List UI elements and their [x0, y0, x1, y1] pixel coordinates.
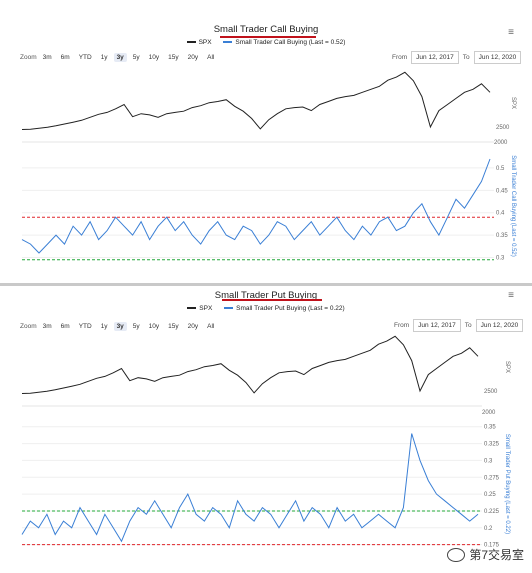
watermark-text: 第7交易室: [469, 548, 524, 562]
to-date-input[interactable]: Jun 12, 2020: [473, 51, 522, 64]
title-underline: [220, 36, 316, 38]
axis-label: SPX: [510, 97, 516, 109]
zoom-button-3y[interactable]: 3y: [113, 322, 127, 331]
call-buying-chart-panel: Small Trader Call Buying ≡ SPX Small Tra…: [0, 0, 532, 283]
tick-label: 2000: [494, 140, 508, 146]
date-range: From Jun 12, 2017 To Jun 12, 2020: [394, 319, 524, 332]
zoom-label: Zoom: [20, 323, 37, 330]
legend-swatch: [223, 41, 233, 43]
tick-label: 0.45: [496, 188, 508, 194]
legend-swatch: [187, 307, 197, 309]
zoom-button-10y[interactable]: 10y: [148, 54, 160, 61]
from-label: From: [394, 322, 410, 329]
call-buying-plot: 2500 SPX 2000 0.5 0.45 0.4 0.35 0.3 Small Trader…: [21, 71, 516, 262]
legend-swatch: [224, 307, 234, 309]
chart-title: Small Trader Call Buying: [213, 24, 319, 35]
tick-label: 0.3: [484, 458, 493, 464]
zoom-button-1y[interactable]: 1y: [100, 54, 108, 61]
from-date-input[interactable]: Jun 12, 2017: [411, 51, 459, 64]
zoom-button-3m[interactable]: 3m: [42, 54, 52, 61]
series-line: [21, 433, 479, 543]
tick-label: 2500: [496, 125, 510, 131]
to-label: To: [464, 322, 472, 329]
legend-item-spx[interactable]: SPX: [186, 38, 212, 46]
legend-item-spx[interactable]: SPX: [187, 305, 212, 312]
zoom-button-15y[interactable]: 15y: [168, 323, 179, 330]
zoom-button-all[interactable]: All: [207, 323, 215, 330]
tick-label: 0.35: [484, 425, 496, 431]
wechat-icon: [447, 547, 466, 562]
zoom-button-ytd[interactable]: YTD: [78, 54, 92, 61]
legend-label: Small Trader Call Buying (Last = 0.52): [235, 38, 346, 46]
spx-line: [21, 71, 491, 130]
legend-label: SPX: [198, 38, 212, 46]
tick-label: 0.275: [484, 475, 500, 481]
zoom-button-ytd[interactable]: YTD: [78, 323, 92, 330]
zoom-button-all[interactable]: All: [207, 54, 215, 61]
zoom-button-15y[interactable]: 15y: [168, 54, 179, 61]
tick-label: 0.4: [496, 211, 505, 217]
tick-label: 0.325: [484, 442, 500, 448]
hamburger-menu-icon[interactable]: ≡: [508, 27, 514, 38]
date-range: From Jun 12, 2017 To Jun 12, 2020: [392, 51, 522, 64]
zoom-label: Zoom: [20, 54, 37, 61]
hamburger-menu-icon[interactable]: ≡: [508, 290, 514, 301]
legend-label: SPX: [199, 304, 213, 312]
chart-legend: SPX Small Trader Call Buying (Last = 0.5…: [0, 38, 532, 46]
put-buying-chart-panel: Small Trader Put Buying ≡ SPX Small Trad…: [0, 286, 532, 573]
zoom-button-1y[interactable]: 1y: [100, 323, 108, 330]
tick-label: 0.175: [484, 543, 500, 549]
legend-label: Small Trader Put Buying (Last = 0.22): [236, 304, 345, 312]
axis-label: Small Trader Call Buying (Last = 0.52): [510, 155, 516, 257]
zoom-button-6m[interactable]: 6m: [60, 323, 70, 330]
tick-label: 0.25: [484, 492, 496, 498]
zoom-button-20y[interactable]: 20y: [187, 323, 199, 330]
zoom-button-10y[interactable]: 10y: [148, 323, 160, 330]
tick-label: 2500: [484, 389, 498, 395]
tick-label: 0.3: [496, 256, 505, 262]
tick-label: 0.5: [496, 166, 505, 172]
from-label: From: [392, 54, 408, 61]
to-date-input[interactable]: Jun 12, 2020: [475, 319, 524, 332]
tick-label: 0.2: [484, 526, 493, 532]
zoom-selector: Zoom 3m 6m YTD 1y 3y 5y 10y 15y 20y All: [20, 322, 217, 331]
zoom-button-3m[interactable]: 3m: [42, 323, 52, 330]
axis-label: Small Trader Put Buying (Last = 0.22): [504, 434, 510, 534]
legend-item-series[interactable]: Small Trader Call Buying (Last = 0.52): [223, 39, 345, 46]
legend-item-series[interactable]: Small Trader Put Buying (Last = 0.22): [224, 305, 345, 312]
zoom-selector: Zoom 3m 6m YTD 1y 3y 5y 10y 15y 20y All: [20, 53, 217, 62]
axis-label: SPX: [504, 361, 510, 373]
to-label: To: [462, 54, 470, 61]
zoom-button-5y[interactable]: 5y: [132, 323, 140, 330]
tick-label: 0.35: [496, 233, 508, 239]
zoom-button-3y[interactable]: 3y: [113, 53, 127, 62]
spx-line: [21, 335, 479, 394]
tick-label: 0.225: [484, 509, 500, 515]
chart-legend: SPX Small Trader Put Buying (Last = 0.22…: [0, 304, 532, 312]
title-underline: [222, 299, 322, 301]
tick-label: 2000: [482, 410, 496, 416]
zoom-button-5y[interactable]: 5y: [132, 54, 140, 61]
chart-title: Small Trader Put Buying: [214, 290, 318, 301]
zoom-button-20y[interactable]: 20y: [187, 54, 199, 61]
panel-divider: [0, 283, 532, 286]
series-line: [21, 158, 491, 254]
put-buying-plot: 2500 SPX 2000 0.35 0.325 0.3 0.275 0.25 0.225 0.2…: [21, 335, 510, 549]
legend-swatch: [186, 41, 196, 43]
zoom-button-6m[interactable]: 6m: [60, 54, 70, 61]
watermark: 第7交易室: [447, 546, 524, 563]
from-date-input[interactable]: Jun 12, 2017: [413, 319, 461, 332]
